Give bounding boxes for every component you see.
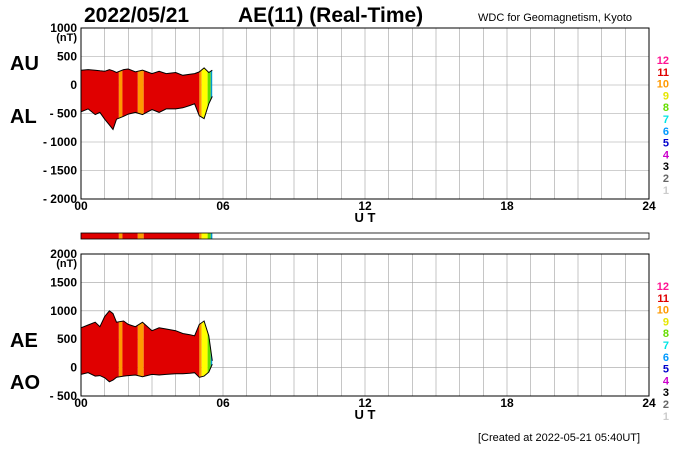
panel2-legend-number: 6 (663, 352, 669, 364)
timeline-strip-segment (207, 233, 211, 239)
panel1-y-tick-label: 500 (57, 50, 77, 64)
panel1-x-tick-label: 00 (74, 199, 88, 213)
panel1-x-axis-label: U T (355, 210, 376, 225)
panel2-y-tick-label: - 500 (50, 389, 78, 403)
panel1-y-tick-label: 0 (70, 78, 77, 92)
panel2-legend-number: 10 (657, 305, 669, 317)
panel1-activity-band (201, 67, 208, 130)
panel1-x-tick-label: 18 (500, 199, 514, 213)
panel1-legend-number: 10 (657, 79, 669, 91)
panel1-activity-band (207, 67, 211, 130)
panel2-activity-band (207, 310, 211, 382)
panel2-x-tick-label: 12 (358, 396, 372, 410)
panel1-legend-number: 8 (663, 102, 669, 114)
panel1-x-tick-label: 12 (358, 199, 372, 213)
date-title: 2022/05/21 (84, 4, 190, 27)
panel2-activity-band (122, 310, 138, 382)
panel2-y-tick-label: 1000 (50, 304, 77, 318)
panel2-activity-band (199, 310, 202, 382)
panel1-activity-band (137, 67, 144, 130)
timeline-strip-segment (122, 233, 138, 239)
panel2-x-tick-label: 06 (216, 396, 230, 410)
panel2-legend-number: 4 (663, 375, 670, 387)
panel1-upper-series-line (80, 67, 213, 76)
panel2-x-tick-label: 00 (74, 396, 88, 410)
panel1-legend-number: 9 (663, 90, 669, 102)
panel2-lower-series-line (80, 363, 213, 383)
panel2-legend-number: 5 (663, 364, 669, 376)
panel2-upper-index-label: AE (10, 330, 38, 352)
panel2-y-tick-label: 2000 (50, 247, 77, 261)
timeline-strip-segment (118, 233, 123, 239)
panel1-upper-index-label: AU (10, 53, 39, 75)
panel2-activity-band (201, 310, 208, 382)
panel1-y-tick-label: - 500 (50, 107, 78, 121)
panel2-legend-number: 9 (663, 316, 669, 328)
panel2-legend-number: 12 (657, 281, 669, 293)
panel2-activity-band (210, 310, 213, 382)
timeline-strip-segment (199, 233, 202, 239)
panel2-x-tick-label: 18 (500, 396, 514, 410)
source-label: WDC for Geomagnetism, Kyoto (478, 12, 633, 24)
panel2-legend-number: 3 (663, 387, 669, 399)
panel2-x-tick-label: 24 (642, 396, 656, 410)
panel1-legend-number: 4 (663, 149, 670, 161)
panel2-legend-number: 7 (663, 340, 669, 352)
timeline-strip-frame (80, 232, 650, 240)
panel1-lower-series-line (80, 96, 213, 131)
panel1-legend-number: 11 (657, 67, 669, 79)
panel2-legend-number: 2 (663, 399, 669, 411)
panel2-y-tick-label: 0 (70, 361, 77, 375)
panel1-y-tick-label: - 1500 (43, 164, 77, 178)
panel2-lower-index-label: AO (10, 372, 40, 394)
panel1-y-tick-label: - 1000 (43, 135, 77, 149)
panel1-activity-band (81, 67, 119, 130)
panel1-activity-band (118, 67, 123, 130)
timeline-strip-segment (210, 233, 213, 239)
panel2-unit-label: (nT) (56, 258, 77, 270)
panel2-legend-number: 1 (663, 411, 669, 423)
panel1-lower-index-label: AL (10, 106, 37, 128)
panel2-upper-series-line (80, 310, 213, 361)
panel2-y-tick-label: 500 (57, 332, 77, 346)
panel1-legend-number: 1 (663, 185, 669, 197)
panel1-legend-number: 7 (663, 114, 669, 126)
panel1-activity-band (122, 67, 138, 130)
timeline-strip-segment (143, 233, 200, 239)
panel1-x-tick-label: 06 (216, 199, 230, 213)
timeline-strip-segment (137, 233, 144, 239)
panel1-y-tick-label: - 2000 (43, 192, 77, 206)
panel2-activity-band (118, 310, 123, 382)
panel2-x-axis-label: U T (355, 407, 376, 422)
timeline-strip-segment (201, 233, 208, 239)
panel1-legend-number: 5 (663, 138, 669, 150)
panel1-plot-frame (80, 27, 650, 200)
panel1-legend-number: 6 (663, 126, 669, 138)
panel1-legend-number: 12 (657, 55, 669, 67)
panel1-legend-number: 2 (663, 173, 669, 185)
created-timestamp: [Created at 2022-05-21 05:40UT] (478, 432, 641, 444)
panel1-x-tick-label: 24 (642, 199, 656, 213)
panel2-activity-band (137, 310, 144, 382)
panel2-legend-number: 8 (663, 328, 669, 340)
panel1-legend-number: 3 (663, 161, 669, 173)
panel2-legend-number: 11 (657, 293, 669, 305)
panel1-activity-band (199, 67, 202, 130)
panel1-y-tick-label: 1000 (50, 21, 77, 35)
panel2-y-tick-label: 1500 (50, 275, 77, 289)
panel2-plot-frame (80, 253, 650, 397)
panel1-unit-label: (nT) (56, 32, 77, 44)
chart-title: AE(11) (Real-Time) (238, 4, 424, 27)
timeline-strip-segment (81, 233, 119, 239)
